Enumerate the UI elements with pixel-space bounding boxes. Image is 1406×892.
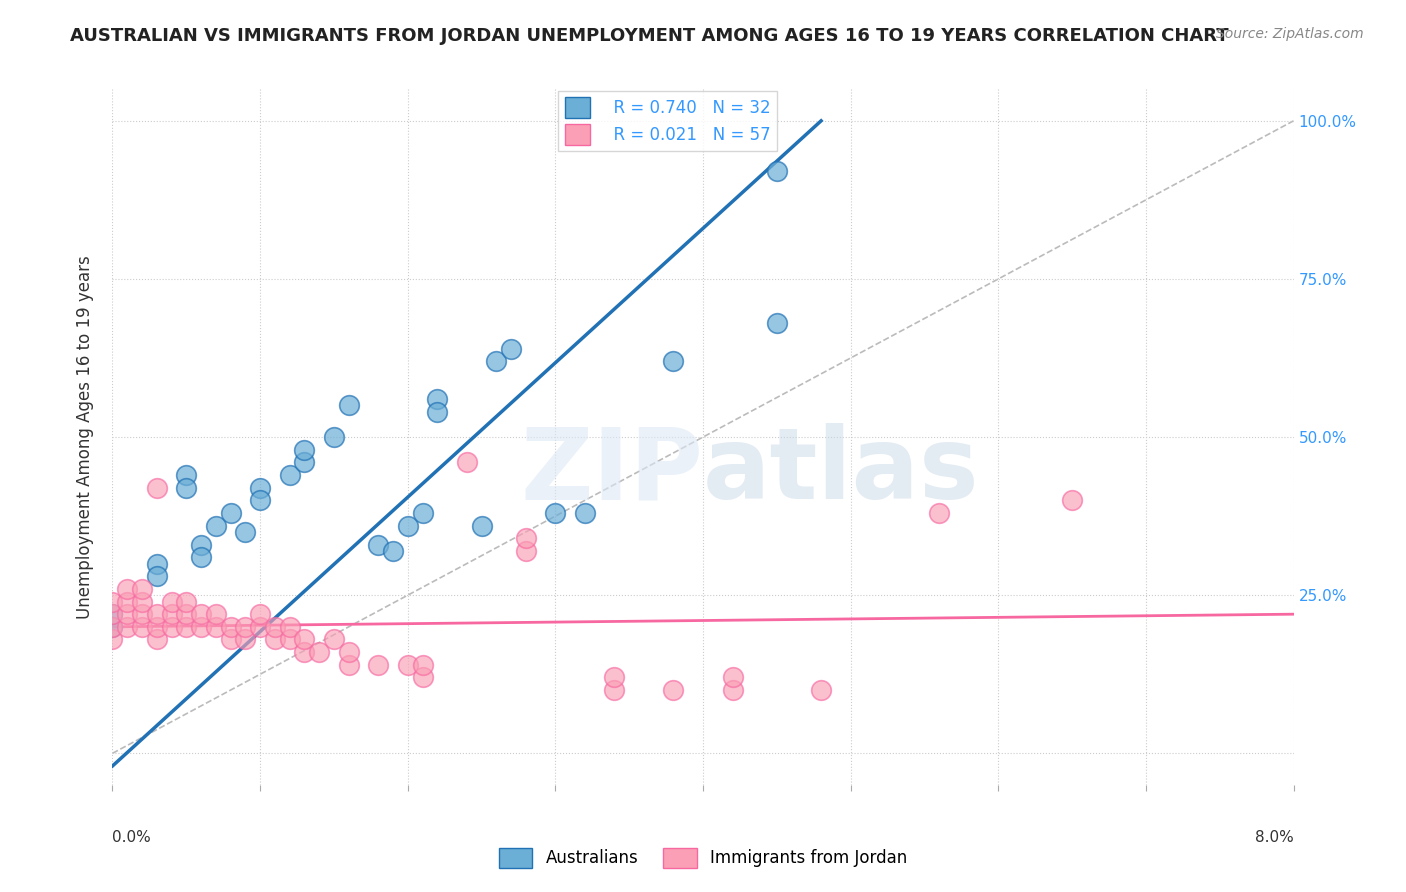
Point: [146, 557, 169, 571]
Point: [101, 594, 124, 608]
Text: 0.0%: 0.0%: [112, 830, 152, 846]
Point: [574, 506, 596, 520]
Point: [485, 354, 508, 368]
Point: [233, 632, 256, 647]
Point: [412, 657, 434, 672]
Point: [249, 481, 271, 495]
Point: [174, 607, 197, 622]
Point: [190, 607, 212, 622]
Text: 8.0%: 8.0%: [1254, 830, 1294, 846]
Point: [426, 405, 449, 419]
Point: [292, 455, 315, 469]
Point: [219, 506, 242, 520]
Point: [174, 594, 197, 608]
Point: [515, 531, 537, 545]
Point: [412, 670, 434, 684]
Point: [160, 607, 183, 622]
Point: [117, 582, 138, 596]
Point: [131, 607, 153, 622]
Point: [501, 342, 523, 356]
Point: [264, 620, 287, 634]
Point: [662, 354, 685, 368]
Point: [190, 620, 212, 634]
Text: Source: ZipAtlas.com: Source: ZipAtlas.com: [1216, 27, 1364, 41]
Point: [396, 657, 419, 672]
Point: [101, 607, 124, 622]
Point: [367, 657, 389, 672]
Legend: Australians, Immigrants from Jordan: Australians, Immigrants from Jordan: [492, 841, 914, 875]
Point: [174, 620, 197, 634]
Point: [131, 620, 153, 634]
Point: [1062, 493, 1084, 508]
Point: [515, 544, 537, 558]
Point: [367, 538, 389, 552]
Point: [146, 607, 169, 622]
Point: [117, 620, 138, 634]
Point: [101, 620, 124, 634]
Y-axis label: Unemployment Among Ages 16 to 19 years: Unemployment Among Ages 16 to 19 years: [76, 255, 94, 619]
Point: [396, 518, 419, 533]
Point: [544, 506, 567, 520]
Point: [233, 524, 256, 539]
Text: atlas: atlas: [703, 424, 980, 520]
Point: [456, 455, 478, 469]
Point: [323, 632, 346, 647]
Point: [249, 493, 271, 508]
Point: [117, 607, 138, 622]
Point: [205, 607, 228, 622]
Point: [160, 594, 183, 608]
Point: [101, 607, 124, 622]
Point: [292, 645, 315, 659]
Point: [662, 683, 685, 698]
Point: [205, 620, 228, 634]
Point: [278, 632, 301, 647]
Point: [721, 683, 744, 698]
Point: [264, 632, 287, 647]
Point: [174, 468, 197, 483]
Point: [382, 544, 405, 558]
Point: [146, 632, 169, 647]
Point: [278, 468, 301, 483]
Point: [765, 316, 787, 330]
Point: [292, 442, 315, 457]
Point: [426, 392, 449, 406]
Point: [146, 569, 169, 583]
Point: [323, 430, 346, 444]
Point: [219, 632, 242, 647]
Point: [337, 399, 360, 413]
Point: [337, 657, 360, 672]
Point: [117, 594, 138, 608]
Point: [928, 506, 950, 520]
Point: [471, 518, 494, 533]
Point: [249, 620, 271, 634]
Point: [131, 582, 153, 596]
Point: [190, 550, 212, 565]
Point: [101, 632, 124, 647]
Point: [721, 670, 744, 684]
Point: [160, 620, 183, 634]
Point: [412, 506, 434, 520]
Legend:   R = 0.740   N = 32,   R = 0.021   N = 57: R = 0.740 N = 32, R = 0.021 N = 57: [558, 91, 778, 152]
Text: AUSTRALIAN VS IMMIGRANTS FROM JORDAN UNEMPLOYMENT AMONG AGES 16 TO 19 YEARS CORR: AUSTRALIAN VS IMMIGRANTS FROM JORDAN UNE…: [70, 27, 1229, 45]
Point: [131, 594, 153, 608]
Point: [174, 481, 197, 495]
Point: [308, 645, 330, 659]
Point: [603, 683, 626, 698]
Point: [219, 620, 242, 634]
Point: [603, 670, 626, 684]
Point: [292, 632, 315, 647]
Point: [146, 620, 169, 634]
Point: [146, 481, 169, 495]
Point: [810, 683, 832, 698]
Point: [233, 620, 256, 634]
Point: [249, 607, 271, 622]
Point: [337, 645, 360, 659]
Point: [101, 620, 124, 634]
Text: ZIP: ZIP: [520, 424, 703, 520]
Point: [205, 518, 228, 533]
Point: [765, 164, 787, 178]
Point: [278, 620, 301, 634]
Point: [190, 538, 212, 552]
